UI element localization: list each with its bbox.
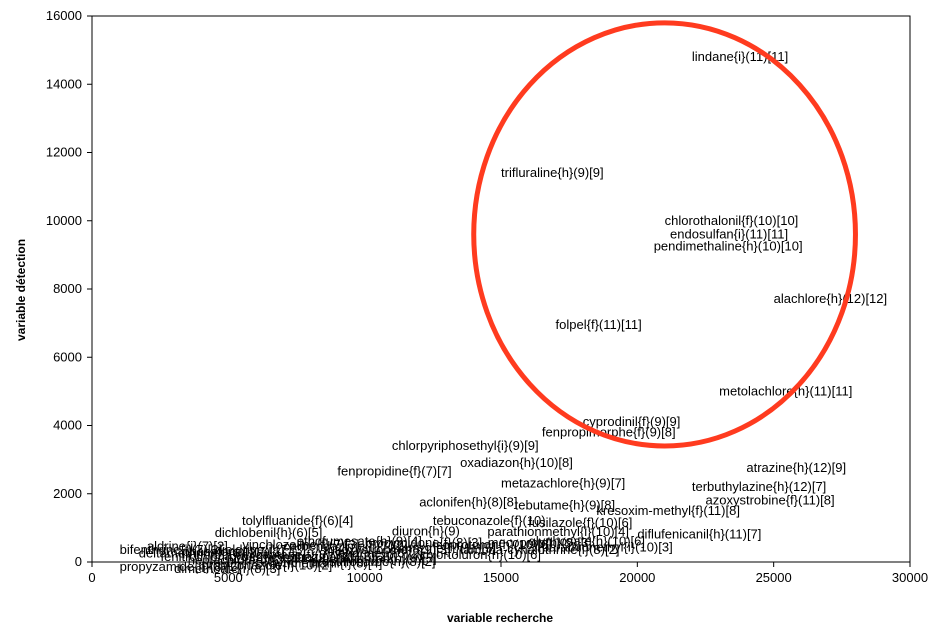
point-label: fenpropimorphe{f}(9)[8] bbox=[542, 424, 676, 439]
point-label: metolachlore{h}(11)[11] bbox=[719, 383, 852, 398]
cluster-label: fenitrothion{i}(6)[2] bbox=[161, 549, 267, 564]
point-label: tolylfluanide{f}(6)[4] bbox=[242, 513, 353, 528]
y-tick-label: 2000 bbox=[53, 486, 82, 501]
x-tick-label: 20000 bbox=[619, 570, 655, 585]
y-tick-label: 10000 bbox=[46, 213, 82, 228]
point-label: parathionmethyl{i}(10)[4] bbox=[487, 524, 629, 539]
cluster-label: procymidone{f}(8)[3] bbox=[365, 535, 482, 550]
y-tick-label: 4000 bbox=[53, 418, 82, 433]
point-label: terbuthylazine{h}(12)[7] bbox=[692, 479, 826, 494]
clustered-labels-group: bifenthrine{i}(7)[3]deltamethrine{i}(8)[… bbox=[120, 534, 645, 576]
point-label: dichlobenil{h}(6)[5] bbox=[215, 525, 323, 540]
point-labels-group: lindane{i}(11)[11]trifluraline{h}(9)[9]c… bbox=[215, 49, 887, 554]
point-label: parathionethyl{i}(10)[3] bbox=[542, 539, 673, 554]
cluster-label: isoproturon{h}(10)[6] bbox=[433, 537, 552, 552]
point-label: endosulfan{i}(11)[11] bbox=[670, 226, 788, 241]
x-tick-label: 25000 bbox=[756, 570, 792, 585]
point-label: oxadiazon{h}(10)[8] bbox=[460, 455, 573, 470]
cluster-label: dimethoate{i}(8)[3] bbox=[174, 561, 280, 576]
point-label: metazachlore{h}(9)[7] bbox=[501, 476, 625, 491]
point-label: alachlore{h}(12)[12] bbox=[774, 291, 887, 306]
y-tick-label: 0 bbox=[75, 554, 82, 569]
cluster-label: bifenthrine{i}(7)[3] bbox=[120, 542, 223, 557]
point-label: cyprodinil{f}(9)[9] bbox=[583, 414, 681, 429]
point-label: diuron{h}(9) bbox=[392, 523, 460, 538]
cluster-label: mecoprop{h}(9)[3] bbox=[488, 535, 592, 550]
highlight-group bbox=[471, 20, 858, 449]
highlight-ellipse bbox=[471, 20, 858, 449]
point-label: tebutame{h}(9)[8] bbox=[515, 498, 615, 513]
point-label: kresoxim-methyl{f}(11)[8] bbox=[596, 503, 740, 518]
point-label: fusilazole{f}(10)[6] bbox=[528, 515, 632, 530]
x-tick-label: 5000 bbox=[214, 570, 243, 585]
cluster-label: heptachlore{i}(6)[2] bbox=[188, 552, 298, 567]
cluster-label: deltamethrine{i}(8)[2] bbox=[139, 545, 260, 560]
point-label: chlorpyriphosethyl{i}(9)[9] bbox=[392, 438, 539, 453]
cluster-label: vinchlozoline{f}(7)[3] bbox=[242, 537, 359, 552]
cluster-label: linuron{h}(9)[5] bbox=[351, 551, 436, 566]
y-tick-label: 6000 bbox=[53, 349, 82, 364]
y-tick-label: 12000 bbox=[46, 145, 82, 160]
point-label: azoxystrobine{f}(11)[8] bbox=[706, 493, 835, 508]
cluster-label: prosulfocarbe{h}(8)[2] bbox=[311, 554, 436, 569]
cluster-label: chlortoluron{h}(10)[6] bbox=[420, 547, 541, 562]
cluster-label: trifloxystrobine{f}(9)[3] bbox=[324, 542, 450, 557]
cluster-label: ethofumesate{h}(9)[4] bbox=[297, 534, 422, 549]
cluster-label: aldrine{i}(7)[2] bbox=[147, 539, 228, 554]
y-tick-label: 16000 bbox=[46, 8, 82, 23]
x-tick-label: 30000 bbox=[892, 570, 928, 585]
point-label: tebuconazole{f}(10) bbox=[433, 513, 546, 528]
point-label: chlorothalonil{f}(10)[10] bbox=[665, 213, 799, 228]
point-label: aclonifen{h}(8)[8] bbox=[419, 494, 517, 509]
cluster-label: lambda-cyhalothrine{i}(8)[2] bbox=[460, 542, 619, 557]
point-label: trifluraline{h}(9)[9] bbox=[501, 165, 604, 180]
cluster-label: fluazinam{f}(8)[2] bbox=[291, 549, 389, 564]
y-tick-label: 14000 bbox=[46, 76, 82, 91]
cluster-label: phosalone{i}(7)[2] bbox=[182, 544, 284, 559]
cluster-label: pyrimethanil{f}(8)[4] bbox=[270, 556, 383, 571]
axes: 0 5000 10000 15000 20000 25000 30000 0 2000 4000 6… bbox=[46, 8, 928, 585]
cluster-label: endrine{i}(6)[2] bbox=[338, 545, 423, 560]
cluster-label: glyphosate{h}(10)[6] bbox=[529, 534, 645, 549]
point-label: pendimethaline{h}(10)[10] bbox=[654, 238, 803, 253]
x-tick-label: 0 bbox=[88, 570, 95, 585]
cluster-label: propiconazole{f}(10)[2] bbox=[201, 557, 332, 572]
cluster-label: captane{f}(8)[3] bbox=[256, 547, 345, 562]
y-tick-label: 8000 bbox=[53, 281, 82, 296]
point-label: folpel{f}(11)[11] bbox=[556, 317, 642, 332]
y-axis-title: variable détection bbox=[14, 239, 28, 341]
x-tick-label: 10000 bbox=[347, 570, 383, 585]
point-label: fenpropidine{f}(7)[7] bbox=[337, 464, 451, 479]
x-tick-label: 15000 bbox=[483, 570, 519, 585]
cluster-label: simazine{h}(11)[5] bbox=[392, 540, 496, 555]
cluster-label: carbendazime{f}(7)[2] bbox=[283, 539, 407, 554]
point-label: atrazine{h}(12)[9] bbox=[746, 460, 846, 475]
point-label: diflufenicanil{h}(11)[7] bbox=[637, 527, 761, 542]
x-axis-title: variable recherche bbox=[447, 611, 553, 625]
cluster-label: cypermethrine{i}(7)[2] bbox=[229, 549, 353, 564]
cluster-label: propyzamide{h}(8)[2] bbox=[120, 559, 241, 574]
cluster-label: dieldrine{i}(7)[3] bbox=[215, 542, 306, 557]
